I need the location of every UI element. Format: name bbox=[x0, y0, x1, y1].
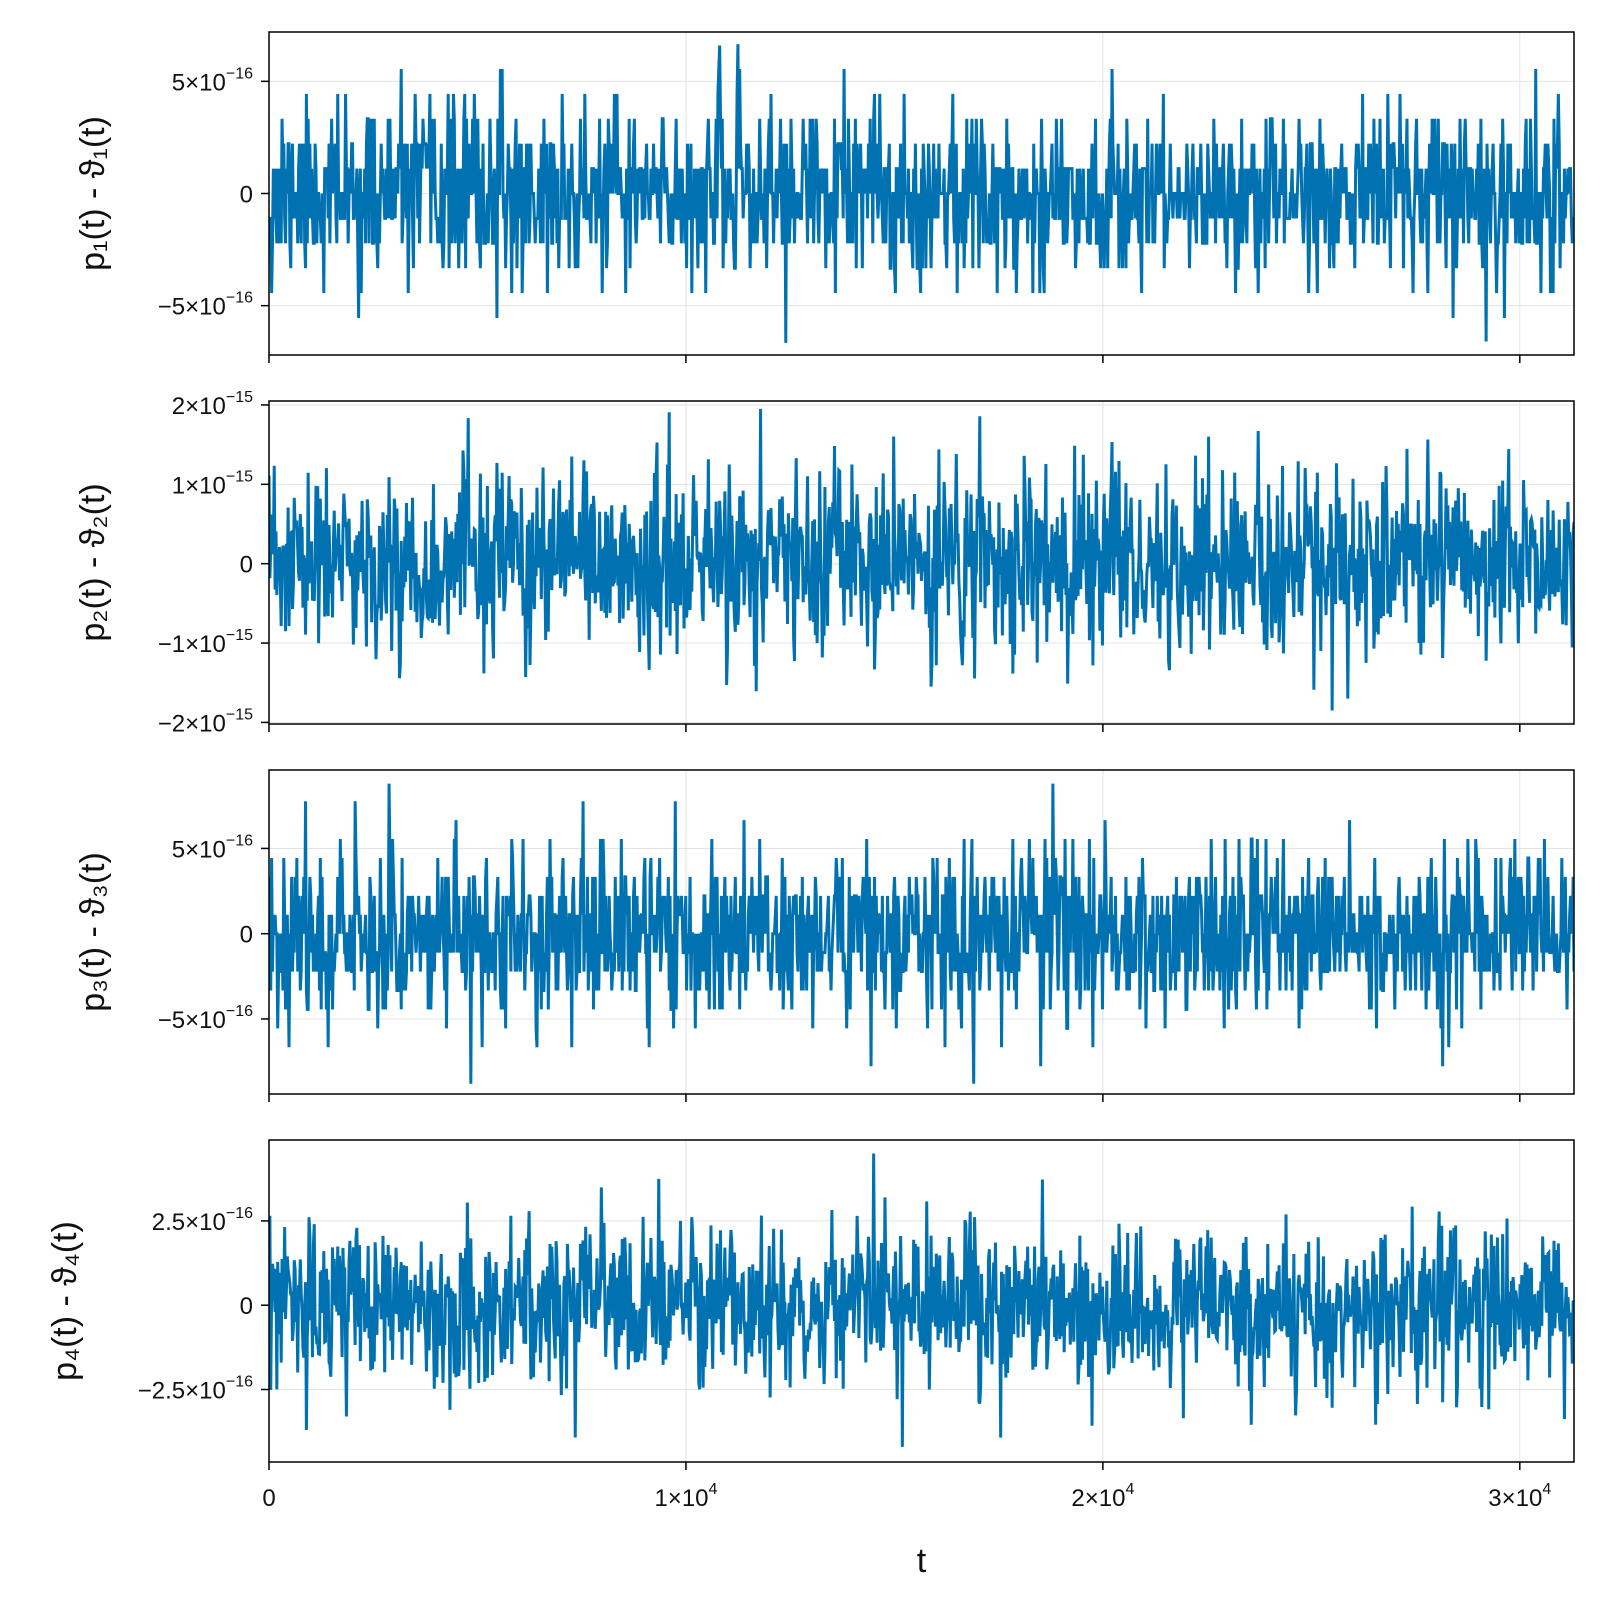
x-tick-label: 2×104 bbox=[1071, 1481, 1134, 1512]
x-axis-title: t bbox=[917, 1542, 927, 1580]
y-tick-label: 0 bbox=[240, 182, 253, 209]
x-tick-label: 1×104 bbox=[654, 1481, 717, 1512]
panel-1: 5×10−16 0 −5×10−16 p₁(t) - ϑ₁(t) bbox=[74, 31, 1575, 363]
plot-frame bbox=[268, 769, 1575, 1095]
y-tick-label: 2×10−15 bbox=[172, 389, 253, 420]
panel-3: 5×10−16 0 −5×10−16 p₃(t) - ϑ₃(t) bbox=[74, 769, 1575, 1102]
series-line-2 bbox=[269, 408, 1574, 711]
plot-frame bbox=[268, 400, 1575, 725]
y-tick-label: −5×10−16 bbox=[158, 290, 253, 321]
y-tick-label: 5×10−16 bbox=[172, 65, 253, 96]
y-tick-label: −5×10−16 bbox=[158, 1003, 253, 1034]
y-tick-label: −1×10−15 bbox=[158, 627, 253, 658]
y-axis-title: p₄(t) - ϑ₄(t) bbox=[46, 1221, 84, 1381]
x-tick-label: 3×104 bbox=[1488, 1481, 1551, 1512]
y-tick-label: 2.5×10−16 bbox=[152, 1205, 253, 1236]
series-line-4 bbox=[269, 1153, 1574, 1447]
series-line-3 bbox=[269, 783, 1574, 1084]
y-axis-title: p₃(t) - ϑ₃(t) bbox=[74, 852, 112, 1012]
y-tick-label: −2×10−15 bbox=[158, 706, 253, 737]
x-tick-label: 0 bbox=[262, 1485, 275, 1512]
y-tick-label: 0 bbox=[240, 1293, 253, 1320]
y-tick-label: 5×10−16 bbox=[172, 832, 253, 863]
panel-4: 2.5×10−16 0 −2.5×10−16 0 1×104 2×104 3×104 p₄(t… bbox=[46, 1139, 1575, 1580]
y-axis-title: p₂(t) - ϑ₂(t) bbox=[74, 483, 112, 641]
y-tick-label: 0 bbox=[240, 552, 253, 579]
y-axis-title: p₁(t) - ϑ₁(t) bbox=[74, 116, 112, 271]
plot-frame bbox=[268, 1139, 1575, 1463]
series-line-1 bbox=[269, 44, 1574, 343]
y-tick-label: 1×10−15 bbox=[172, 468, 253, 499]
panel-2: 2×10−15 1×10−15 0 −1×10−15 −2×10−15 p₂(t) - ϑ… bbox=[74, 389, 1575, 737]
y-tick-label: 0 bbox=[240, 922, 253, 949]
y-tick-label: −2.5×10−16 bbox=[138, 1374, 253, 1405]
